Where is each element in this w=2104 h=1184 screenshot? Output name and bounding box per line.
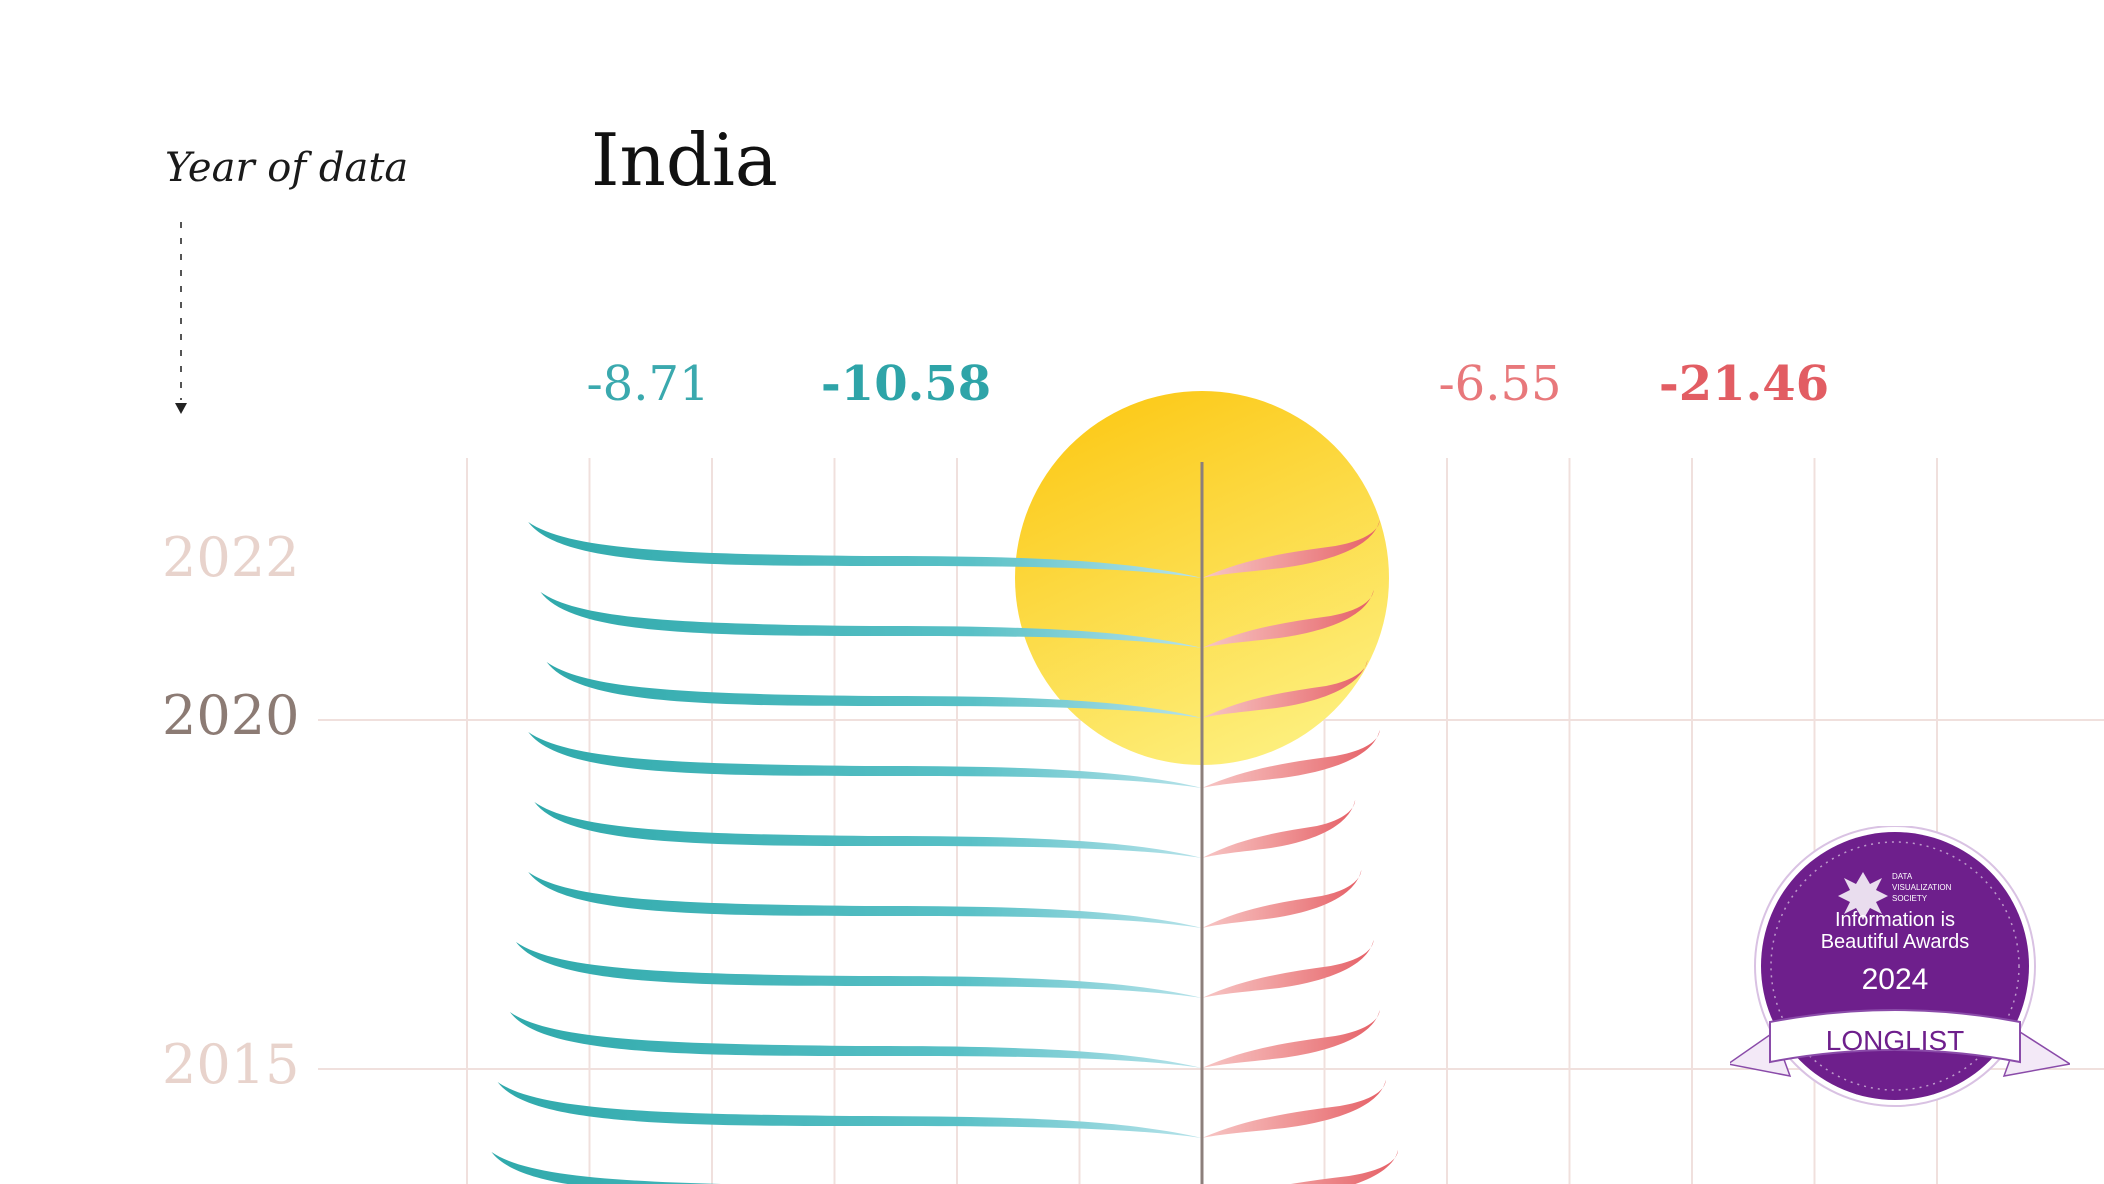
year-arrow — [175, 222, 187, 414]
leaf-right-2018 — [1202, 800, 1356, 858]
society-logo-icon — [1838, 872, 1888, 920]
leaf-left-2020 — [546, 662, 1202, 718]
leaf-right-2016 — [1202, 940, 1374, 998]
column-header-1: -10.58 — [821, 356, 991, 412]
leaf-right-2017 — [1202, 870, 1362, 928]
badge-ribbon-label: LONGLIST — [1826, 1025, 1964, 1056]
badge-line-2: Beautiful Awards — [1821, 931, 1970, 953]
y-tick-2020: 2020 — [162, 684, 299, 747]
leaf-right-2014 — [1202, 1080, 1386, 1138]
country-title: India — [591, 118, 778, 202]
leaf-left-2013 — [491, 1152, 722, 1184]
badge-org-1: DATA — [1892, 872, 1913, 881]
right-leaves — [1202, 520, 1398, 1184]
awards-badge: DATA VISUALIZATION SOCIETY Information i… — [1730, 826, 2070, 1107]
leaf-right-2013 — [1290, 1150, 1398, 1184]
column-header-3: -21.46 — [1659, 356, 1829, 412]
leaf-right-2020 — [1202, 660, 1368, 718]
leaf-right-2019 — [1202, 730, 1380, 788]
badge-ribbon — [1730, 1009, 2070, 1077]
leaf-right-2015 — [1202, 1010, 1380, 1068]
column-header-0: -8.71 — [586, 356, 709, 412]
leaf-left-2017 — [528, 872, 1202, 928]
y-axis-caption: Year of data — [165, 145, 409, 191]
badge-year: 2024 — [1862, 963, 1929, 996]
y-axis-labels: 2022 2020 2015 — [162, 526, 299, 1096]
column-headers: -8.71 -10.58 -6.55 -21.46 — [586, 356, 1829, 412]
leaf-right-2022 — [1202, 520, 1380, 578]
left-leaves — [491, 522, 1202, 1184]
leaf-left-2019 — [528, 732, 1202, 788]
leaf-left-2021 — [540, 592, 1202, 648]
y-tick-2015: 2015 — [162, 1033, 299, 1096]
leaf-left-2022 — [528, 522, 1202, 578]
leaf-left-2018 — [534, 802, 1202, 858]
badge-org-2: VISUALIZATION — [1892, 883, 1952, 892]
y-tick-2022: 2022 — [162, 526, 299, 589]
badge-org-3: SOCIETY — [1892, 894, 1928, 903]
badge-line-1: Information is — [1835, 909, 1955, 931]
leaf-left-2014 — [497, 1082, 1202, 1138]
leaf-right-2021 — [1202, 590, 1374, 648]
leaf-left-2016 — [516, 942, 1202, 998]
leaf-left-2015 — [509, 1012, 1202, 1068]
column-header-2: -6.55 — [1438, 356, 1561, 412]
